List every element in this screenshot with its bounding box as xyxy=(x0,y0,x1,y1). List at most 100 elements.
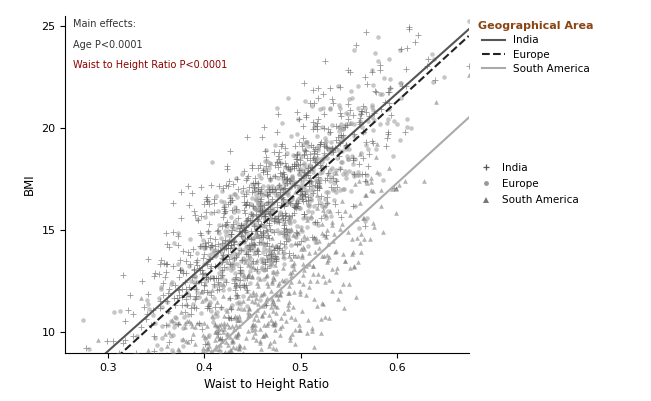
Point xyxy=(152,342,163,348)
Point xyxy=(312,119,322,126)
Point xyxy=(236,222,247,229)
Point xyxy=(378,229,389,235)
Point xyxy=(167,347,177,353)
Point xyxy=(356,231,367,237)
Point xyxy=(277,141,287,147)
Point xyxy=(229,209,239,215)
Point xyxy=(307,163,318,170)
Point xyxy=(210,310,220,316)
Point xyxy=(253,200,263,206)
Point xyxy=(178,314,189,320)
Point xyxy=(202,198,212,205)
Point xyxy=(238,293,249,300)
Point xyxy=(359,128,369,135)
Point xyxy=(235,301,245,307)
Point xyxy=(286,176,297,182)
Point xyxy=(333,83,343,90)
Point xyxy=(310,249,320,255)
Point xyxy=(224,256,234,262)
Point xyxy=(402,124,412,130)
Point xyxy=(233,276,243,283)
Point xyxy=(277,194,287,200)
Point xyxy=(322,154,332,161)
Point xyxy=(318,156,328,162)
Point xyxy=(243,312,254,318)
Point xyxy=(211,346,221,352)
Point xyxy=(327,147,338,153)
Point xyxy=(290,204,301,211)
Point xyxy=(320,138,331,144)
Point xyxy=(305,157,315,163)
X-axis label: Waist to Height Ratio: Waist to Height Ratio xyxy=(204,378,329,391)
Point xyxy=(294,327,304,334)
Point xyxy=(202,198,213,205)
Point xyxy=(258,322,269,328)
Point xyxy=(215,259,226,265)
Point xyxy=(266,208,277,214)
Point xyxy=(225,241,236,248)
Point xyxy=(263,182,273,189)
Point xyxy=(268,298,278,304)
Point xyxy=(273,213,284,219)
Point xyxy=(275,325,285,332)
Point xyxy=(365,186,376,193)
Point xyxy=(440,4,450,10)
Point xyxy=(181,364,191,370)
Point xyxy=(289,189,299,195)
Point xyxy=(198,345,208,351)
Point xyxy=(271,256,281,262)
Point xyxy=(109,308,119,315)
Point xyxy=(273,153,283,159)
Point xyxy=(305,278,315,284)
Point xyxy=(298,215,309,221)
Point xyxy=(371,168,381,175)
Point xyxy=(312,219,323,225)
Point xyxy=(264,252,275,259)
Point xyxy=(251,356,261,363)
Point xyxy=(305,151,316,157)
Point xyxy=(238,233,248,239)
Point xyxy=(219,263,229,270)
Point xyxy=(201,209,212,215)
Point xyxy=(175,188,186,195)
Point xyxy=(239,167,249,174)
Point xyxy=(299,246,310,253)
Point xyxy=(244,217,255,223)
Point xyxy=(299,146,310,153)
Point xyxy=(381,135,392,142)
Point xyxy=(395,80,406,87)
Point xyxy=(199,260,209,267)
Point xyxy=(266,253,276,259)
Point xyxy=(233,323,243,329)
Point xyxy=(178,378,189,385)
Point xyxy=(181,378,191,385)
Point xyxy=(294,166,304,173)
Point xyxy=(315,316,326,322)
Point xyxy=(294,360,305,367)
Point xyxy=(389,184,400,191)
Point xyxy=(299,150,309,157)
Point xyxy=(220,279,230,285)
Point xyxy=(286,263,297,269)
Point xyxy=(128,332,138,339)
Point xyxy=(284,177,294,184)
Point xyxy=(210,380,220,386)
Point xyxy=(284,227,295,234)
Point xyxy=(210,262,221,269)
Point xyxy=(260,217,270,223)
Point xyxy=(347,251,357,257)
Point xyxy=(227,224,237,230)
Point xyxy=(297,195,307,202)
Point xyxy=(243,262,253,269)
Point xyxy=(255,203,265,209)
Point xyxy=(79,386,89,392)
Point xyxy=(303,202,313,209)
Point xyxy=(238,282,249,288)
Point xyxy=(288,304,299,310)
Point xyxy=(377,91,387,98)
Point xyxy=(187,190,198,196)
Point xyxy=(229,241,240,247)
Point xyxy=(325,106,335,113)
Point xyxy=(240,256,250,263)
Point xyxy=(190,212,201,218)
